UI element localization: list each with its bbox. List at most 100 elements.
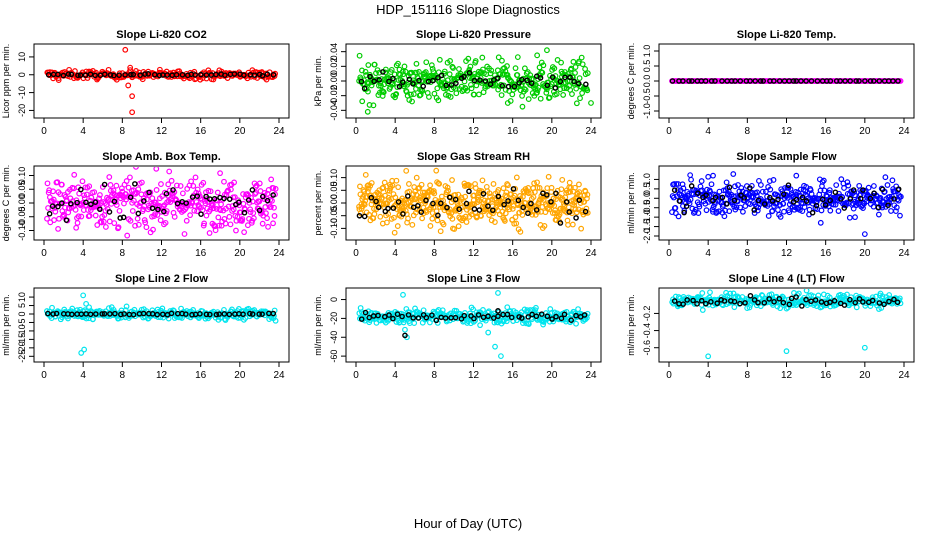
data-point-all — [91, 189, 98, 196]
data-point-all — [272, 185, 279, 192]
data-point-all — [393, 177, 400, 184]
x-tick-label: 16 — [820, 126, 832, 137]
data-point-all — [530, 194, 537, 201]
data-point-all — [554, 57, 561, 63]
data-point-mean — [698, 297, 705, 304]
data-point-all — [710, 172, 716, 179]
data-point-all — [752, 294, 759, 301]
data-point-all — [371, 61, 378, 68]
data-point-all — [502, 86, 509, 93]
y-axis-label: Licor ppm per min. — [1, 44, 11, 119]
data-point-all — [129, 93, 136, 100]
data-point-all — [430, 68, 437, 75]
data-point-all — [709, 206, 716, 213]
data-point-mean — [410, 315, 417, 321]
data-point-all — [90, 316, 96, 322]
y-tick-label: -0.10 — [17, 220, 27, 241]
data-point-all — [86, 183, 93, 190]
data-point-all — [572, 69, 578, 76]
data-point-all — [788, 198, 794, 205]
data-point-all — [705, 173, 712, 180]
data-point-all — [365, 185, 372, 192]
data-point-all — [543, 89, 550, 96]
data-point-mean — [69, 311, 75, 318]
data-point-all — [844, 179, 851, 186]
data-point-mean — [563, 199, 570, 205]
data-point-mean — [723, 201, 730, 207]
data-point-mean — [831, 298, 838, 304]
data-point-all — [477, 322, 483, 329]
x-tick-label: 24 — [898, 248, 910, 259]
data-point-all — [150, 226, 156, 233]
data-point-all — [392, 94, 398, 101]
data-point-all — [427, 223, 434, 229]
data-point-all — [130, 197, 137, 204]
data-point-all — [445, 187, 452, 194]
data-point-mean — [676, 198, 683, 204]
data-point-mean — [256, 311, 263, 317]
data-point-all — [393, 91, 400, 97]
data-point-mean — [156, 72, 163, 79]
data-point-all — [152, 199, 159, 206]
data-point-all — [551, 65, 558, 72]
data-point-all — [757, 182, 764, 188]
data-point-mean — [65, 71, 72, 77]
data-point-all — [233, 227, 239, 234]
data-point-mean — [490, 315, 497, 321]
data-point-all — [75, 213, 82, 220]
data-point-all — [433, 167, 440, 174]
data-point-all — [153, 167, 160, 172]
data-point-all — [534, 179, 540, 186]
data-point-all — [155, 314, 161, 320]
x-tick-label: 20 — [859, 248, 871, 259]
data-point-mean — [362, 309, 369, 316]
data-point-all — [509, 91, 516, 98]
data-point-all — [449, 215, 456, 222]
data-point-all — [826, 187, 833, 194]
data-point-mean — [702, 300, 709, 307]
data-point-all — [765, 213, 772, 219]
y-tick-label: 0 — [329, 297, 339, 302]
data-point-mean — [712, 194, 719, 201]
x-tick-label: 16 — [820, 370, 832, 381]
data-point-all — [427, 182, 433, 189]
data-point-mean — [881, 301, 887, 308]
data-point-mean — [505, 198, 511, 204]
points-layer — [356, 290, 591, 360]
data-point-all — [462, 193, 469, 200]
data-point-mean — [757, 78, 764, 84]
data-point-all — [897, 193, 904, 200]
data-point-all — [688, 176, 694, 183]
data-point-all — [576, 189, 583, 195]
y-axis-label: ml/min per min. — [313, 294, 323, 356]
data-point-mean — [452, 196, 459, 203]
data-point-all — [377, 213, 384, 220]
data-point-all — [221, 178, 227, 185]
data-point-mean — [719, 78, 725, 84]
data-point-mean — [423, 197, 429, 204]
data-point-all — [200, 179, 207, 186]
data-point-all — [188, 178, 195, 185]
data-point-all — [588, 100, 594, 106]
data-point-mean — [690, 297, 696, 304]
x-tick-label: 4 — [80, 248, 86, 259]
data-point-all — [777, 213, 784, 220]
data-point-mean — [270, 192, 276, 198]
data-point-mean — [179, 72, 186, 78]
data-point-mean — [702, 78, 709, 84]
data-point-all — [435, 97, 442, 104]
y-tick-label: -10 — [17, 324, 27, 337]
data-point-all — [480, 66, 486, 73]
data-point-all — [422, 69, 429, 75]
data-point-all — [492, 219, 498, 225]
data-point-all — [793, 172, 800, 179]
data-point-all — [134, 215, 141, 222]
data-point-all — [159, 193, 166, 200]
data-point-all — [368, 201, 375, 208]
data-point-mean — [533, 313, 540, 320]
data-point-mean — [712, 78, 718, 84]
data-point-mean — [803, 198, 810, 204]
data-point-mean — [485, 203, 491, 209]
data-point-mean — [161, 208, 167, 215]
data-point-all — [500, 185, 507, 192]
